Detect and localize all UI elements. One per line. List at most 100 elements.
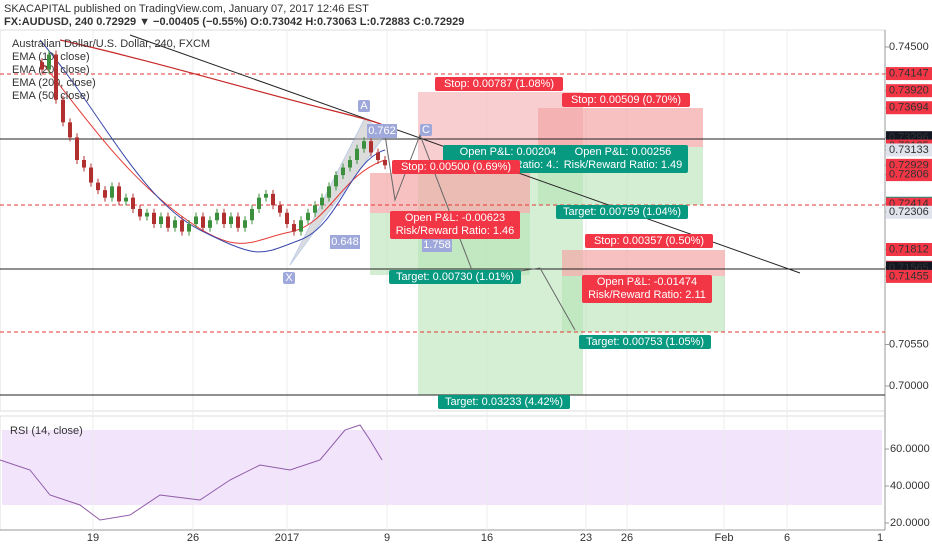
stop-label: Stop: 0.00509 (0.70%) <box>571 94 681 106</box>
candle <box>180 220 184 232</box>
target-label: Target: 0.00759 (1.04%) <box>563 206 681 218</box>
target-label: Target: 0.00753 (1.05%) <box>586 336 704 348</box>
ema-50 <box>39 39 386 253</box>
pnl-label: Open P&L: 0.00256 <box>575 146 672 158</box>
pattern-point-bg <box>283 272 295 284</box>
candle <box>89 167 93 183</box>
price-label: 0.74147 <box>889 67 929 79</box>
target-bg <box>556 205 688 219</box>
price-badge <box>886 101 932 115</box>
candle <box>40 62 44 70</box>
candle <box>194 216 198 225</box>
price-badge <box>886 205 932 219</box>
pattern-point-bg <box>420 124 432 136</box>
time-label: 26 <box>621 532 633 544</box>
stop-bg <box>392 160 520 174</box>
time-label: 26 <box>187 532 199 544</box>
candle <box>313 205 317 213</box>
candle <box>222 212 226 225</box>
price-badge <box>886 269 932 283</box>
pattern-point: C <box>422 124 430 136</box>
candle <box>383 160 387 166</box>
stop-bg <box>585 234 713 248</box>
candle <box>145 212 149 217</box>
candle <box>117 186 121 202</box>
stop-zone <box>538 108 703 147</box>
candle <box>292 224 296 232</box>
candle <box>243 220 247 228</box>
pnl-label: Open P&L: -0.00623 <box>405 212 505 224</box>
price-label: 0.72306 <box>889 206 929 218</box>
candle <box>61 99 65 123</box>
candle <box>369 141 373 153</box>
legend-item: EMA (20, close) <box>12 64 90 76</box>
legend-item: EMA (50, close) <box>12 90 90 102</box>
stop-zone <box>562 250 725 276</box>
candle <box>320 197 324 206</box>
candle <box>236 216 240 228</box>
candle <box>271 193 275 206</box>
rsi-tick-label: 20.0000 <box>890 517 930 529</box>
rsi-tick-label: 60.0000 <box>890 443 930 455</box>
rr-label: Risk/Reward Ratio: 1.49 <box>564 159 683 171</box>
candle <box>131 197 135 209</box>
candle <box>159 216 163 225</box>
pattern-ratio: 1.758 <box>423 239 451 251</box>
candle <box>355 148 359 160</box>
candle <box>299 220 303 232</box>
rr-label: Risk/Reward Ratio: 2.11 <box>588 289 706 301</box>
price-label: 0.73694 <box>889 102 929 114</box>
ratio-bg <box>422 238 452 252</box>
rsi-line <box>0 424 383 521</box>
price-badge <box>886 242 932 256</box>
target-bg <box>579 335 711 349</box>
time-label: 2017 <box>275 532 299 544</box>
price-label: 0.73920 <box>889 85 929 97</box>
candle <box>306 212 310 221</box>
ratio-bg <box>330 235 360 249</box>
time-label: 6 <box>784 532 790 544</box>
target-bg <box>389 270 521 284</box>
ratio-bg <box>367 124 397 138</box>
price-label: 0.74500 <box>889 41 929 53</box>
candle <box>362 141 366 149</box>
candle <box>138 208 142 217</box>
pnl-bg <box>390 211 520 239</box>
price-badge <box>886 67 932 81</box>
time-label: 1 <box>877 532 883 544</box>
pnl-label: Open P&L: -0.01474 <box>597 276 697 288</box>
candle <box>68 122 72 138</box>
symbol-line: FX:AUDUSD, 240 0.72929 ▼ −0.00405 (−0.55… <box>4 16 464 28</box>
candle <box>257 197 261 209</box>
candle <box>103 190 107 198</box>
stop-label: Stop: 0.00500 (0.69%) <box>401 161 511 173</box>
price-label: 0.70550 <box>889 338 929 350</box>
price-label: 0.71455 <box>889 270 929 282</box>
candle <box>82 160 86 168</box>
pattern-point-bg <box>358 100 370 112</box>
price-badge <box>886 168 932 182</box>
candle <box>166 216 170 228</box>
pnl-label: Open P&L: 0.00204 <box>460 146 557 158</box>
candle <box>152 212 156 225</box>
pattern-point: X <box>285 272 293 284</box>
candle <box>75 137 79 160</box>
candle <box>341 167 345 176</box>
pattern-point: A <box>360 100 368 112</box>
candle <box>285 212 289 225</box>
stop-label: Stop: 0.00787 (1.08%) <box>444 78 554 90</box>
candle <box>173 220 177 228</box>
candle <box>215 212 219 221</box>
time-label: 16 <box>481 532 493 544</box>
candle <box>110 186 114 198</box>
candle <box>348 160 352 168</box>
candle <box>334 175 338 187</box>
rsi-tick-label: 40.0000 <box>890 480 930 492</box>
time-label: Feb <box>715 532 734 544</box>
candle <box>187 224 191 232</box>
candle <box>264 193 268 198</box>
price-badge <box>886 84 932 98</box>
publisher: SKACAPITAL published on TradingView.com,… <box>4 3 369 15</box>
price-label: 0.71812 <box>889 243 929 255</box>
